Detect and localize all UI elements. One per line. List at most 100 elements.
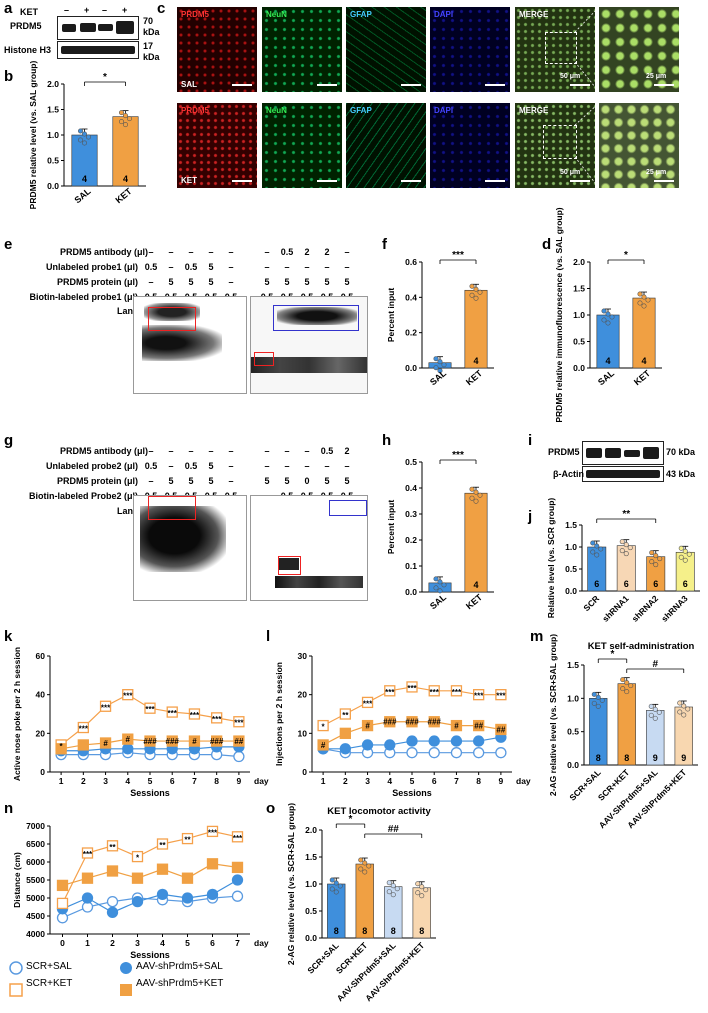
y-axis-label: Injections per 2 h session (274, 662, 284, 766)
x-tick-label: 5 (410, 776, 415, 786)
y-tick-label: 0.1 (405, 561, 417, 571)
y-axis-label: Distance (cm) (12, 852, 22, 908)
legend-label-aav-ket: AAV-shPrdm5+KET (136, 978, 224, 989)
significance-label: *** (385, 688, 395, 697)
sample-size: 4 (123, 174, 128, 184)
significance-label: *** (123, 692, 133, 701)
scale-label-50: 50 μm (560, 73, 581, 80)
sample-size: 6 (594, 579, 599, 589)
data-point (450, 735, 463, 747)
x-tick-label: 5 (148, 776, 153, 786)
data-point (441, 582, 447, 588)
data-point (477, 492, 483, 498)
channel-label-dapi: DAPI (434, 10, 454, 19)
scale-label-25: 25 μm (646, 73, 667, 80)
emsa-cell: 5 (264, 277, 270, 287)
sample-size: 4 (82, 174, 87, 184)
data-point (649, 559, 655, 565)
emsa-cell: – (148, 476, 154, 486)
data-point (619, 539, 625, 545)
x-tick-label: 8 (476, 776, 481, 786)
micro-ket-dapi (430, 103, 510, 188)
emsa-cell: 5 (324, 277, 330, 287)
y-tick-label: 0.0 (305, 933, 317, 943)
data-point (329, 877, 335, 883)
data-point (339, 708, 351, 720)
data-point (106, 895, 119, 908)
y-tick-label: 2.0 (573, 257, 585, 267)
data-point (437, 368, 443, 374)
panel-label-l: l (266, 628, 271, 645)
micro-sal-neun (262, 7, 342, 92)
data-point (390, 883, 396, 889)
data-point (686, 551, 692, 557)
data-point (433, 356, 439, 362)
y-tick-label: 0.5 (305, 906, 317, 916)
x-tick-label: 1 (321, 776, 326, 786)
significance-label: # (365, 722, 370, 731)
data-point (623, 542, 629, 548)
significance-label: ** (622, 509, 630, 520)
data-point (495, 689, 507, 701)
data-point (473, 719, 485, 732)
data-point (119, 110, 125, 116)
emsa-cell: 5 (208, 461, 214, 471)
y-axis-label: Percent input (386, 288, 396, 342)
y-tick-label: 30 (298, 651, 308, 661)
significance-label: ## (474, 722, 483, 731)
data-point (590, 549, 596, 555)
data-point (366, 863, 372, 869)
emsa-cell: 2 (324, 247, 330, 257)
emsa-cell: 5 (344, 277, 350, 287)
data-point (653, 553, 659, 559)
data-point (656, 709, 662, 715)
data-point (594, 552, 600, 558)
emsa-cell: – (284, 446, 290, 456)
significance-label: # (126, 735, 131, 744)
sample-size: 6 (624, 579, 629, 589)
emsa2-gel-left (133, 495, 247, 601)
data-point (605, 320, 611, 326)
scale-label-25-2: 25 μm (646, 169, 667, 176)
emsa-cell: – (264, 262, 270, 272)
x-tick-label: 4 (387, 776, 392, 786)
legend-marker-aav-ket (120, 984, 132, 996)
data-point (333, 880, 339, 886)
y-tick-label: 0.0 (573, 363, 585, 373)
channel-label-dapi-2: DAPI (434, 106, 454, 115)
data-point (131, 895, 144, 908)
x-tick-label: 0 (60, 938, 65, 948)
y-tick-label: 10 (298, 728, 308, 738)
emsa-cell: – (228, 461, 234, 471)
data-point (233, 735, 245, 747)
x-tick-label: 6 (210, 938, 215, 948)
emsa2-row-1: Unlabeled probe2 (μl) (45, 461, 138, 471)
x-tick-label: 2 (343, 776, 348, 786)
data-point (653, 562, 659, 568)
channel-label-neun: NeuN (266, 10, 287, 19)
y-tick-label: 6500 (26, 839, 45, 849)
data-point (450, 719, 463, 732)
x-tick-label: 8 (214, 776, 219, 786)
significance-label: * (349, 814, 353, 825)
y-tick-label: 0.5 (565, 564, 577, 574)
data-point (428, 747, 440, 759)
data-point (441, 362, 447, 368)
data-point (495, 747, 507, 759)
x-tick-label: 3 (103, 776, 108, 786)
data-point (188, 708, 201, 720)
significance-label: # (652, 659, 658, 670)
significance-label: *** (145, 705, 155, 714)
x-tick-label: 7 (454, 776, 459, 786)
x-tick-label: SAL (428, 592, 449, 612)
data-point (433, 365, 439, 371)
x-tick-label: KET (113, 186, 134, 206)
data-point (594, 543, 600, 549)
y-tick-label: 20 (298, 690, 308, 700)
y-tick-label: 1.5 (573, 284, 585, 294)
emsa-cell: – (324, 262, 330, 272)
x-tick-label: shRNA1 (600, 593, 631, 624)
data-point (685, 706, 691, 712)
emsa-cell: – (264, 461, 270, 471)
data-point (406, 716, 418, 728)
